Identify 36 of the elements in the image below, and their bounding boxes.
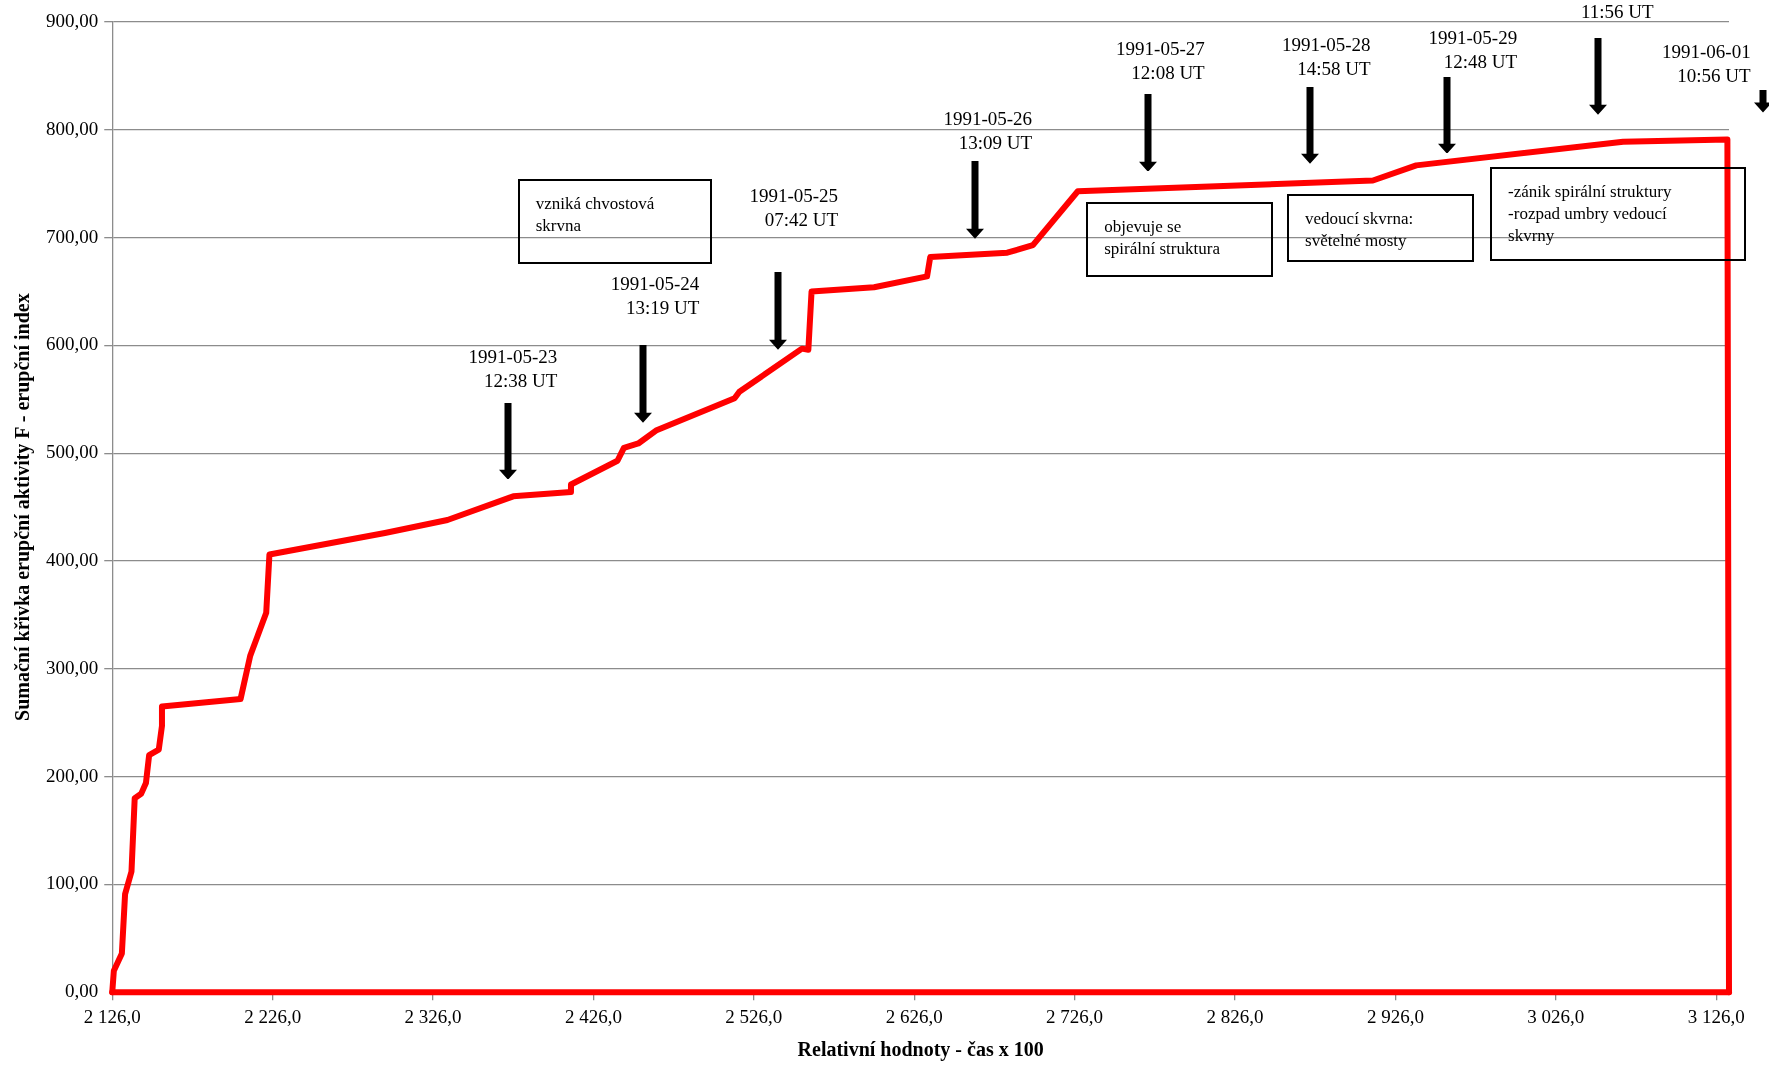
y-tick-label: 600,00 — [46, 333, 99, 355]
y-tick-label: 500,00 — [46, 441, 99, 463]
y-tick-label: 900,00 — [46, 9, 99, 31]
y-tick-label: 200,00 — [46, 764, 99, 786]
annotation: 11:56 UT — [1581, 0, 1654, 25]
annotation: vedoucí skvrna: světelné mosty — [1287, 194, 1475, 262]
x-tick-label: 2 426,0 — [564, 1005, 622, 1027]
y-tick-label: 800,00 — [46, 117, 99, 139]
annotation: 1991-05-28 14:58 UT — [1281, 32, 1371, 81]
annotation: -zánik spirální struktury -rozpad umbry vedoucí skvrny — [1490, 166, 1747, 261]
x-tick-label: 3 126,0 — [1687, 1005, 1745, 1027]
annotation: 1991-05-23 12:38 UT — [468, 345, 558, 394]
x-tick-label: 3 026,0 — [1527, 1005, 1585, 1027]
y-tick-label: 400,00 — [46, 548, 99, 570]
y-tick-label: 100,00 — [46, 872, 99, 894]
annotation: 1991-05-29 12:48 UT — [1428, 26, 1518, 74]
x-tick-label: 2 526,0 — [725, 1005, 783, 1027]
annotation: 1991-05-24 13:19 UT — [610, 271, 700, 320]
x-axis-title: Relativní hodnoty - čas x 100 — [797, 1038, 1044, 1062]
y-axis-title: Sumační křivka erupční aktivity F - erupční index — [11, 293, 35, 721]
x-tick-label: 2 926,0 — [1366, 1005, 1424, 1027]
y-tick-label: 300,00 — [46, 656, 99, 678]
x-tick-label: 2 126,0 — [83, 1005, 141, 1027]
x-tick-label: 2 626,0 — [885, 1005, 943, 1027]
y-tick-label: 700,00 — [46, 225, 99, 247]
x-tick-label: 2 726,0 — [1046, 1005, 1104, 1027]
annotation: 1991-05-25 07:42 UT — [749, 183, 839, 232]
annotation: 1991-05-27 12:08 UT — [1116, 37, 1205, 86]
annotation: 1991-05-26 13:09 UT — [943, 107, 1033, 156]
x-tick-label: 2 226,0 — [244, 1005, 302, 1027]
annotation: 1991-06-01 10:56 UT — [1662, 39, 1751, 88]
annotation: objevuje se spirální struktura — [1086, 201, 1274, 278]
annotation: vzniká chvostová skrvna — [517, 179, 712, 264]
x-tick-label: 2 326,0 — [404, 1005, 462, 1027]
x-tick-label: 2 826,0 — [1206, 1005, 1264, 1027]
y-tick-label: 0,00 — [65, 980, 99, 1002]
